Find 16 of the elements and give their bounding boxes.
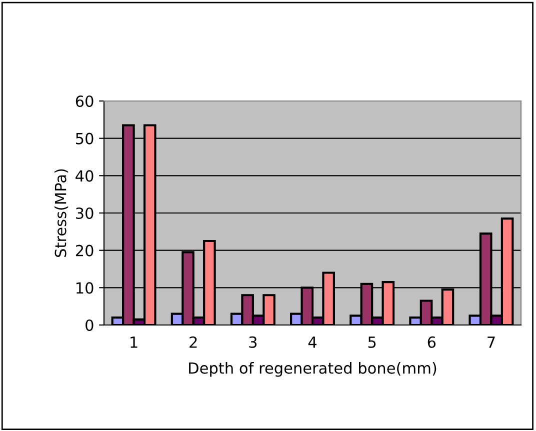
- x-tick-label: 2: [190, 336, 197, 348]
- x-tick-label: 5: [368, 336, 376, 348]
- y-tick-label: 20: [76, 244, 94, 256]
- x-tick-label: 3: [249, 336, 257, 348]
- x-tick-label: 6: [428, 336, 436, 348]
- y-tick-label: 40: [76, 170, 94, 182]
- x-tick-label: 4: [308, 336, 317, 348]
- y-tick-label: 60: [76, 95, 94, 108]
- x-axis-title: Depth of regenerated bone(mm): [189, 362, 436, 377]
- y-tick-label: 0: [86, 319, 94, 332]
- y-tick-label: 30: [76, 207, 94, 220]
- x-tick-label: 1: [130, 336, 138, 348]
- y-tick-label: 10: [76, 282, 94, 294]
- y-tick-label: 50: [76, 132, 94, 144]
- x-tick-label: 7: [488, 336, 495, 348]
- y-axis-title: Stress(MPa): [54, 169, 68, 257]
